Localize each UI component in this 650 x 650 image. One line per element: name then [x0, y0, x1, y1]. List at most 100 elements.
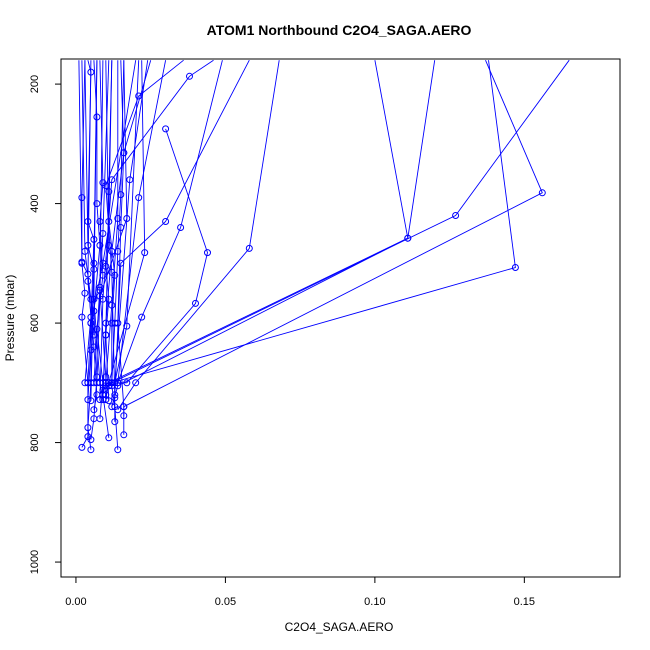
data-point	[141, 249, 149, 257]
data-point	[108, 403, 116, 411]
data-point	[87, 446, 95, 454]
data-point	[120, 431, 128, 439]
profile-line	[102, 60, 152, 395]
data-point	[90, 406, 98, 414]
data-point	[114, 247, 122, 255]
y-tick-label: 400	[29, 194, 41, 212]
x-tick-label: 0.10	[364, 596, 385, 608]
profile-series	[90, 60, 110, 387]
data-point	[78, 313, 86, 321]
profile-line	[99, 59, 214, 400]
data-point	[138, 313, 146, 321]
data-point	[78, 258, 86, 266]
y-tick-label: 800	[29, 433, 41, 451]
data-point	[81, 247, 89, 255]
profile-line	[123, 60, 543, 416]
y-tick-label: 600	[29, 314, 41, 332]
data-point	[162, 218, 170, 225]
data-point	[102, 331, 110, 339]
x-tick-label: 0.05	[215, 596, 236, 608]
profile-series	[99, 60, 122, 399]
data-point	[84, 424, 92, 432]
x-tick-label: 0.00	[65, 596, 86, 608]
profile-series	[102, 60, 113, 405]
data-point	[114, 406, 122, 414]
profile-series	[87, 60, 98, 405]
profile-line	[105, 60, 436, 400]
data-point	[126, 176, 134, 184]
data-point	[78, 443, 86, 451]
profile-series	[114, 60, 280, 414]
data-point	[111, 418, 119, 426]
profile-line	[111, 60, 409, 407]
data-point	[96, 241, 104, 249]
y-tick-label: 200	[29, 75, 41, 93]
profile-line	[114, 60, 149, 383]
chart-title: ATOM1 Northbound C2O4_SAGA.AERO	[207, 22, 472, 38]
data-point	[90, 343, 98, 351]
profile-line	[111, 60, 125, 383]
x-axis-label: C2O4_SAGA.AERO	[285, 620, 394, 634]
data-point	[96, 283, 104, 291]
data-point	[114, 446, 122, 454]
x-tick-label: 0.15	[514, 596, 535, 608]
data-point	[135, 92, 143, 100]
data-point	[404, 234, 412, 242]
data-point	[120, 412, 128, 420]
profile-line	[87, 60, 137, 383]
data-point	[538, 189, 546, 197]
data-point	[511, 264, 519, 271]
profile-line	[87, 60, 98, 410]
data-layer	[78, 59, 570, 454]
profile-line	[96, 60, 128, 383]
data-point	[111, 379, 119, 387]
profile-line	[93, 60, 110, 383]
profile-line	[90, 60, 101, 440]
data-point	[87, 295, 95, 303]
data-point	[177, 224, 185, 231]
profile-line	[114, 59, 250, 395]
data-point	[117, 191, 125, 199]
data-point	[87, 319, 95, 327]
profile-line	[117, 60, 280, 410]
data-point	[108, 301, 116, 309]
data-point	[105, 188, 113, 196]
data-point	[452, 212, 460, 219]
plot-frame	[60, 58, 621, 578]
data-point	[81, 289, 89, 297]
profile-line	[90, 60, 98, 401]
y-tick-label: 1000	[29, 550, 41, 574]
data-point	[114, 215, 122, 222]
x-axis: 0.00 0.05 0.10 0.15	[65, 577, 535, 608]
profile-line	[105, 60, 113, 401]
profile-series	[111, 60, 149, 387]
data-point	[105, 434, 113, 442]
data-point	[105, 397, 113, 405]
data-point	[93, 200, 101, 208]
data-point	[192, 299, 199, 307]
data-point	[135, 194, 143, 202]
data-point	[87, 436, 95, 444]
data-point	[96, 415, 104, 423]
data-point	[162, 125, 170, 133]
data-point	[93, 113, 101, 121]
profile-line	[105, 60, 146, 395]
profile-line	[102, 60, 119, 395]
data-point	[87, 397, 95, 405]
profile-line	[117, 60, 167, 383]
data-point	[99, 230, 107, 237]
data-point	[132, 379, 140, 387]
data-point	[120, 403, 128, 411]
data-point	[99, 259, 107, 267]
data-point	[108, 268, 116, 276]
profile-line	[102, 59, 570, 391]
data-point	[245, 244, 253, 252]
data-point	[204, 249, 211, 257]
data-point	[90, 259, 98, 267]
y-axis: 200 400 600 800 1000	[29, 75, 61, 574]
profile-series	[120, 60, 546, 420]
data-point	[186, 72, 193, 80]
data-point	[78, 194, 86, 202]
y-axis-label: Pressure (mbar)	[3, 275, 17, 362]
